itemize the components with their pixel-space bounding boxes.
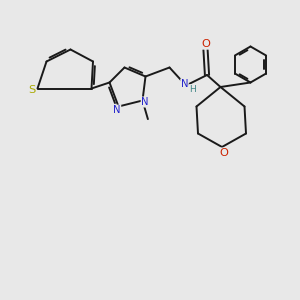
Text: N: N bbox=[113, 105, 121, 115]
Text: H: H bbox=[189, 85, 196, 94]
Text: S: S bbox=[28, 85, 35, 95]
Text: N: N bbox=[181, 79, 188, 89]
Text: O: O bbox=[219, 148, 228, 158]
Text: N: N bbox=[141, 97, 149, 107]
Text: O: O bbox=[202, 39, 211, 49]
